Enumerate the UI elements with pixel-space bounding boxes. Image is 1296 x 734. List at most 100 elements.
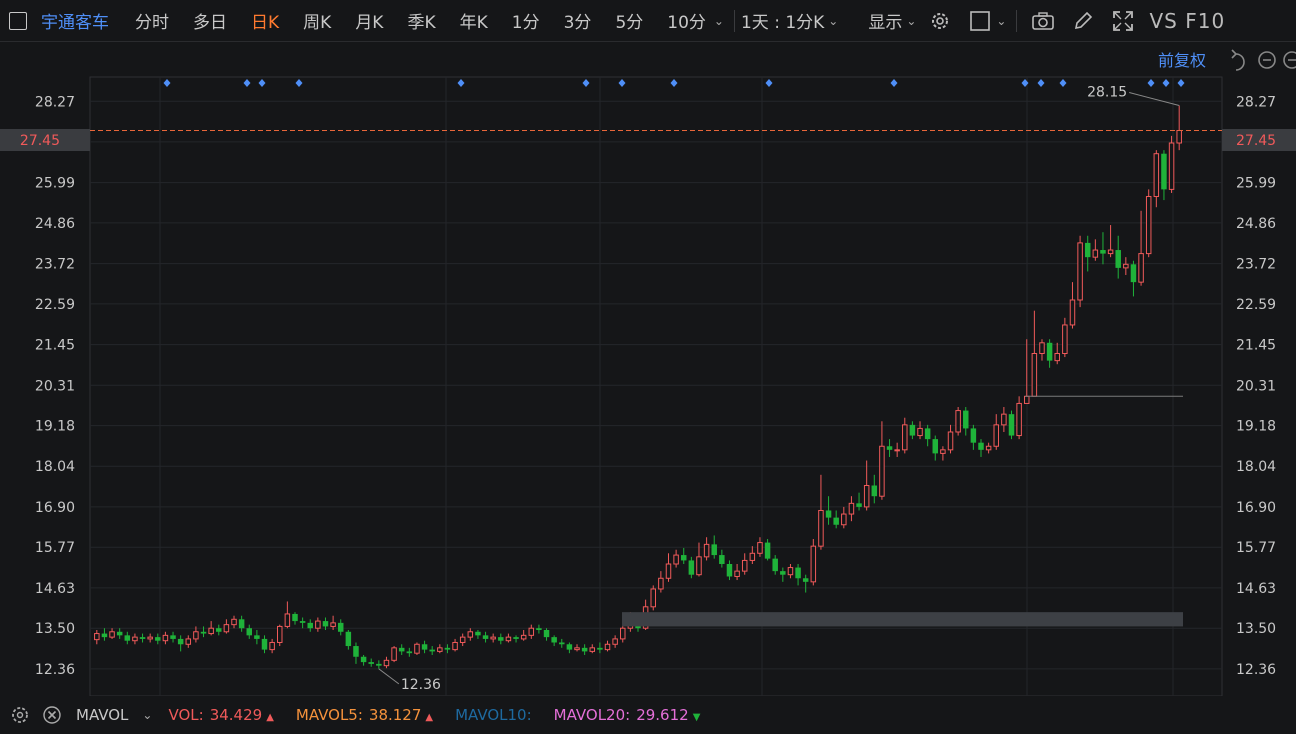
vol-value: 34.429: [209, 706, 263, 724]
candle-body-down: [719, 555, 725, 564]
adjust-mode-label[interactable]: 前复权: [1158, 51, 1206, 70]
candle-body-down: [246, 628, 253, 636]
chevron-down-icon[interactable]: ⌄: [996, 13, 1007, 28]
tab-3min[interactable]: 3分: [563, 13, 592, 33]
candle-body-down: [833, 517, 839, 525]
mavol5-value: 38.127: [368, 706, 422, 724]
candle-body-up: [490, 636, 496, 640]
y-tick-label-right: 23.72: [1236, 257, 1276, 273]
candle-body-down: [970, 428, 977, 443]
candle-body-up: [1054, 352, 1060, 362]
chevron-down-icon[interactable]: ⌄: [828, 13, 839, 28]
fullscreen-icon[interactable]: [1111, 9, 1135, 33]
tab-10min[interactable]: 10分: [667, 13, 706, 33]
pencil-icon[interactable]: [1071, 9, 1095, 33]
candle-body-down: [597, 647, 603, 650]
candle-body-up: [1001, 413, 1007, 426]
candle-body-up: [1145, 196, 1152, 255]
candle-body-down: [155, 637, 161, 641]
indicator-bar: MAVOL ⌄ VOL: 34.429 ▲ MAVOL5: 38.127 ▲ MAVOL…: [0, 696, 1296, 734]
zoom-in-icon[interactable]: [1283, 51, 1296, 69]
candle-body-up: [696, 556, 702, 576]
y-tick-label-right: 14.63: [1236, 581, 1276, 597]
display-select[interactable]: 显示: [868, 13, 903, 33]
candle-body-up: [955, 410, 961, 433]
candle-body-down: [139, 637, 146, 639]
candle-body-up: [848, 502, 855, 515]
candle-body-down: [299, 621, 306, 623]
candle-body-up: [437, 647, 443, 652]
candle-body-down: [772, 558, 778, 572]
candle-body-up: [841, 513, 847, 526]
undo-icon[interactable]: [1231, 49, 1245, 71]
candle-body-up: [1031, 352, 1038, 397]
event-marker-icon: [582, 79, 590, 87]
gear-icon[interactable]: [928, 9, 952, 33]
candle-body-down: [871, 485, 878, 497]
y-tick-label-left: 24.86: [35, 216, 75, 232]
kline-chart[interactable]: 28.2727.1325.9924.8623.7222.5921.4520.31…: [0, 42, 1296, 697]
event-marker-icon: [295, 79, 303, 87]
close-icon[interactable]: [42, 705, 62, 725]
tab-daily-k[interactable]: 日K: [251, 13, 280, 33]
square-icon[interactable]: [9, 11, 27, 30]
candle-body-up: [109, 631, 115, 638]
candle-body-up: [574, 647, 580, 651]
candle-body-down: [360, 656, 367, 663]
candle-body-up: [1123, 263, 1129, 269]
event-marker-icon: [670, 79, 678, 87]
candle-body-down: [216, 628, 222, 632]
tab-quarterly-k[interactable]: 季K: [407, 13, 436, 33]
tab-weekly-k[interactable]: 周K: [303, 13, 332, 33]
zoom-out-icon[interactable]: [1258, 51, 1276, 69]
gear-icon[interactable]: [10, 705, 30, 725]
candle-body-up: [1107, 249, 1114, 255]
mavol20-label: MAVOL20:: [553, 706, 631, 724]
candle-body-down: [254, 635, 260, 639]
vs-f10-button[interactable]: VS F10: [1149, 8, 1226, 33]
mavol10-label: MAVOL10:: [455, 706, 532, 724]
y-tick-label-left: 19.18: [35, 419, 75, 435]
square-outline-icon[interactable]: [968, 9, 992, 33]
candle-body-down: [886, 446, 893, 450]
candle-body-up: [757, 542, 763, 554]
y-tick-label-right: 21.45: [1236, 338, 1276, 354]
candle-body-down: [368, 662, 374, 664]
tab-5min[interactable]: 5分: [615, 13, 644, 33]
chevron-down-icon[interactable]: ⌄: [906, 13, 917, 28]
tab-monthly-k[interactable]: 月K: [355, 13, 384, 33]
y-tick-label-left: 16.90: [35, 500, 75, 516]
candle-body-down: [825, 510, 832, 518]
y-tick-label-left: 12.36: [35, 662, 75, 678]
chevron-down-icon[interactable]: ⌄: [713, 13, 724, 28]
camera-icon[interactable]: [1031, 9, 1055, 33]
interval-select[interactable]: 1天 : 1分K: [740, 13, 825, 33]
candle-body-down: [475, 631, 481, 636]
tab-timeshare[interactable]: 分时: [135, 13, 169, 33]
candle-body-down: [124, 635, 131, 641]
candle-body-up: [1016, 402, 1022, 437]
candle-body-up: [810, 545, 817, 583]
candle-body-up: [383, 659, 390, 667]
candle-body-down: [170, 635, 176, 639]
y-tick-label-right: 24.86: [1236, 216, 1276, 232]
tab-yearly-k[interactable]: 年K: [459, 13, 488, 33]
candle-body-up: [604, 643, 611, 651]
candle-body-up: [612, 638, 618, 645]
event-marker-icon: [1021, 79, 1029, 87]
y-tick-label-right: 20.31: [1236, 378, 1276, 394]
candle-body-down: [429, 649, 435, 652]
candle-body-down: [963, 410, 969, 429]
candle-body-up: [1023, 395, 1030, 404]
y-tick-label-right: 15.77: [1236, 540, 1276, 556]
tab-1min[interactable]: 1分: [511, 13, 540, 33]
candle-body-up: [894, 449, 900, 452]
indicator-select[interactable]: MAVOL: [76, 706, 129, 724]
chevron-down-icon[interactable]: ⌄: [142, 708, 153, 722]
stock-name[interactable]: 宇通客车: [41, 13, 109, 33]
candle-body-up: [741, 559, 748, 572]
tab-multi-day[interactable]: 多日: [193, 13, 227, 33]
current-price-tag-left: [0, 129, 90, 151]
candle-body-up: [528, 627, 535, 636]
event-marker-icon: [1177, 79, 1185, 87]
